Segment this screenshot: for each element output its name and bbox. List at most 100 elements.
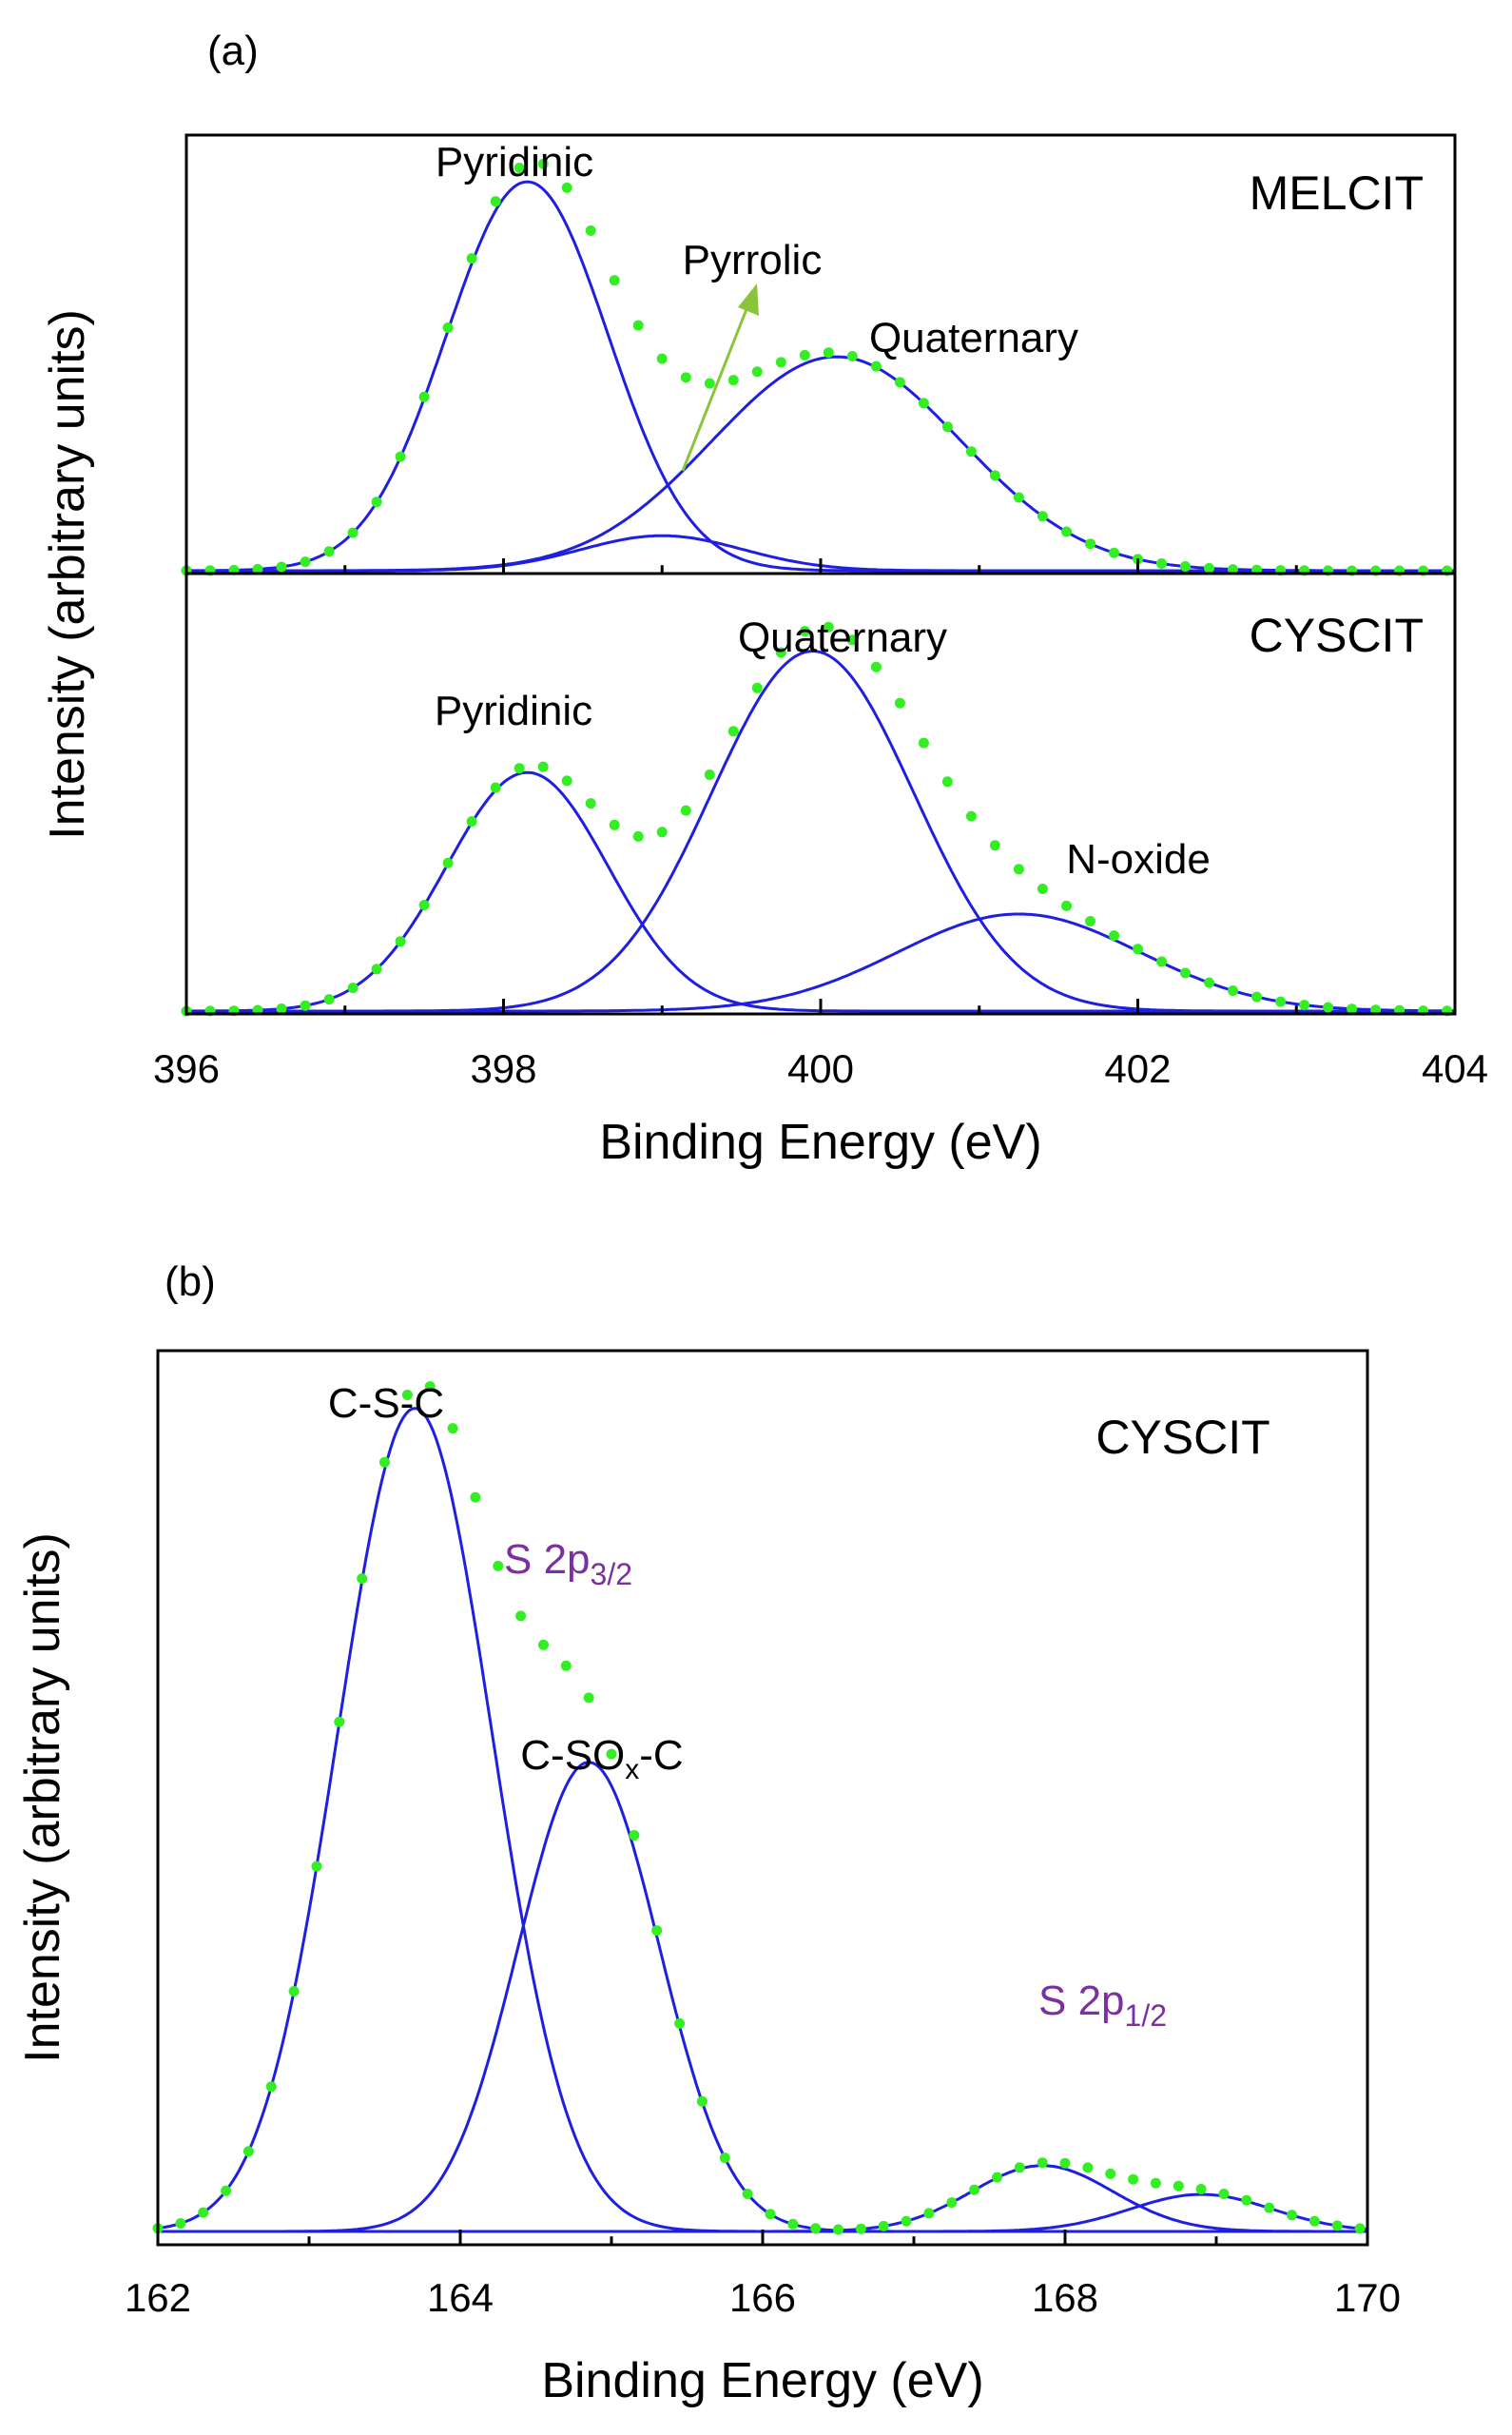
melcit-envelope-point [1013,492,1024,503]
melcit-envelope-point [918,398,929,409]
cyscit-n1s-envelope-point [751,682,763,693]
cyscit-n1s-envelope-point [418,900,430,910]
melcit-envelope-point [1204,562,1214,574]
cyscit-n1s-envelope-point [1251,991,1263,1003]
cyscit-s2p-envelope-point [855,2223,866,2234]
cyscit-n1s-envelope-point [656,827,668,838]
panel-b-tag: (b) [165,1258,216,1305]
peak-label-c-s-c: C-S-C [328,1380,444,1427]
panel-a-x-axis-title: Binding Energy (eV) [599,1115,1041,1170]
melcit-envelope-point [632,320,644,331]
melcit-envelope-point [1037,511,1048,522]
melcit-envelope-point [727,375,739,386]
cyscit-n1s-envelope-point [1156,956,1167,967]
panel-a-x-tick-label: 402 [1104,1046,1171,1091]
cyscit-n1s-envelope-point [323,994,335,1005]
cyscit-s2p-envelope-point [606,1748,617,1760]
panel-a-y-axis-title: Intensity (arbitrary units) [40,309,95,840]
cyscit-s2p-envelope-point [833,2224,843,2235]
cyscit-n1s-envelope-point [1180,967,1191,979]
cyscit-s2p-envelope-point [992,2172,1002,2183]
melcit-envelope-point [989,470,1000,481]
cyscit-n1s-envelope-point [918,737,929,749]
cyscit-s2p-envelope-point [674,2017,686,2029]
cyscit-n1s-envelope-point [276,1003,287,1014]
cyscit-n1s-envelope-point [1204,977,1214,988]
cyscit-n1s-envelope-point [823,621,834,633]
cyscit-s2p-envelope-point [447,1423,458,1434]
cyscit-s2p-envelope-point [470,1491,481,1503]
cyscit-s2p-envelope-point [1354,2223,1366,2234]
pyrrolic-arrow [681,303,750,472]
melcit-envelope-point [466,253,477,264]
panel-a-x-tick-label: 400 [787,1046,854,1091]
melcit-envelope-point [846,351,858,361]
cyscit-s2p-envelope-point [1059,2157,1071,2169]
melcit-envelope-point [585,225,596,236]
cyscit-s2p-envelope-point [198,2207,209,2218]
melcit-envelope-point [894,377,905,388]
cyscit-n1s-envelope-point [395,936,406,947]
cyscit-s2p-envelope-point [878,2220,889,2231]
cyscit-s2p-envelope-point [1128,2173,1139,2185]
cyscit-n1s-envelope-point [1275,996,1287,1007]
cyscit-s2p-envelope-point [1173,2180,1184,2192]
melcit-envelope-point [395,451,406,462]
cyscit-s2p-envelope-point [1014,2162,1025,2173]
melcit-envelope-point [1228,564,1238,575]
cyscit-s2p-envelope-point [401,1390,413,1400]
cyscit-s2p-component-curve-1 [157,1407,1367,2233]
panel-b-x-axis-title: Binding Energy (eV) [541,2353,983,2408]
melcit-envelope-point [1156,558,1167,569]
cyscit-s2p-envelope-point [1287,2210,1297,2221]
cyscit-n1s-envelope-point [775,647,786,658]
cyscit-n1s-envelope-point [1323,1002,1334,1013]
cyscit-n1s-envelope-point [870,661,882,672]
cyscit-s2p-envelope-point [901,2215,912,2227]
cyscit-n1s-envelope-point [632,830,644,842]
sample-label-melcit: MELCIT [1250,166,1424,220]
cyscit-n1s-envelope-point [1299,1000,1310,1011]
melcit-envelope-point [276,561,287,573]
peak-label-quaternary-cyscit: Quaternary [738,614,947,661]
cyscit-n1s-component-curve-3 [186,912,1455,1013]
cyscit-s2p-envelope-point [265,2081,277,2093]
melcit-envelope-point [609,275,620,286]
cyscit-n1s-envelope-point [1370,1004,1382,1016]
cyscit-s2p-envelope-point [1241,2194,1252,2206]
melcit-envelope-point [371,497,382,508]
melcit-envelope-point [323,546,335,557]
cyscit-n1s-envelope-point [537,761,549,772]
melcit-envelope-point [442,322,454,333]
cyscit-n1s-envelope-point [1347,1003,1358,1015]
melcit-envelope-point [300,556,311,568]
cyscit-s2p-component-curve-2 [158,1761,1367,2233]
panel-b-frame [156,1349,1369,2247]
melcit-envelope-point [656,353,668,364]
panel-a-tag: (a) [207,28,259,74]
cyscit-n1s-envelope-point [1133,944,1143,955]
sample-label-cyscit-a: CYSCIT [1250,609,1424,662]
cyscit-s2p-envelope-point [1105,2168,1116,2179]
cyscit-s2p-envelope-point [651,1925,663,1937]
panel-b-y-axis-title: Intensity (arbitrary units) [15,1532,70,2063]
cyscit-s2p-envelope-point [493,1560,504,1571]
cyscit-s2p-envelope-point [1218,2189,1230,2199]
cyscit-n1s-envelope-point [347,983,359,994]
cyscit-n1s-envelope-point [371,964,382,975]
cyscit-s2p-envelope-point [946,2197,958,2209]
melcit-envelope-point [965,446,977,458]
panel-a-x-tick-label: 404 [1422,1046,1488,1091]
cyscit-n1s-envelope-point [1061,900,1072,911]
melcit-envelope-point [347,527,359,538]
panel-a-x-tick-label: 398 [470,1046,536,1091]
melcit-envelope-point [418,391,430,402]
cyscit-s2p-envelope-point [538,1639,549,1650]
cyscit-n1s-envelope-point [799,626,810,637]
panel-a-x-tick-label: 396 [153,1046,220,1091]
panel-b-chart: 162 164 166 168 170 CYSCIT C-S-C C-SOx-C S 2… [15,1349,1401,2408]
cyscit-s2p-envelope-point [719,2153,730,2164]
pyrrolic-arrowhead [738,283,759,316]
cyscit-s2p-envelope-point [1082,2162,1094,2173]
cyscit-n1s-envelope-point [490,782,501,793]
